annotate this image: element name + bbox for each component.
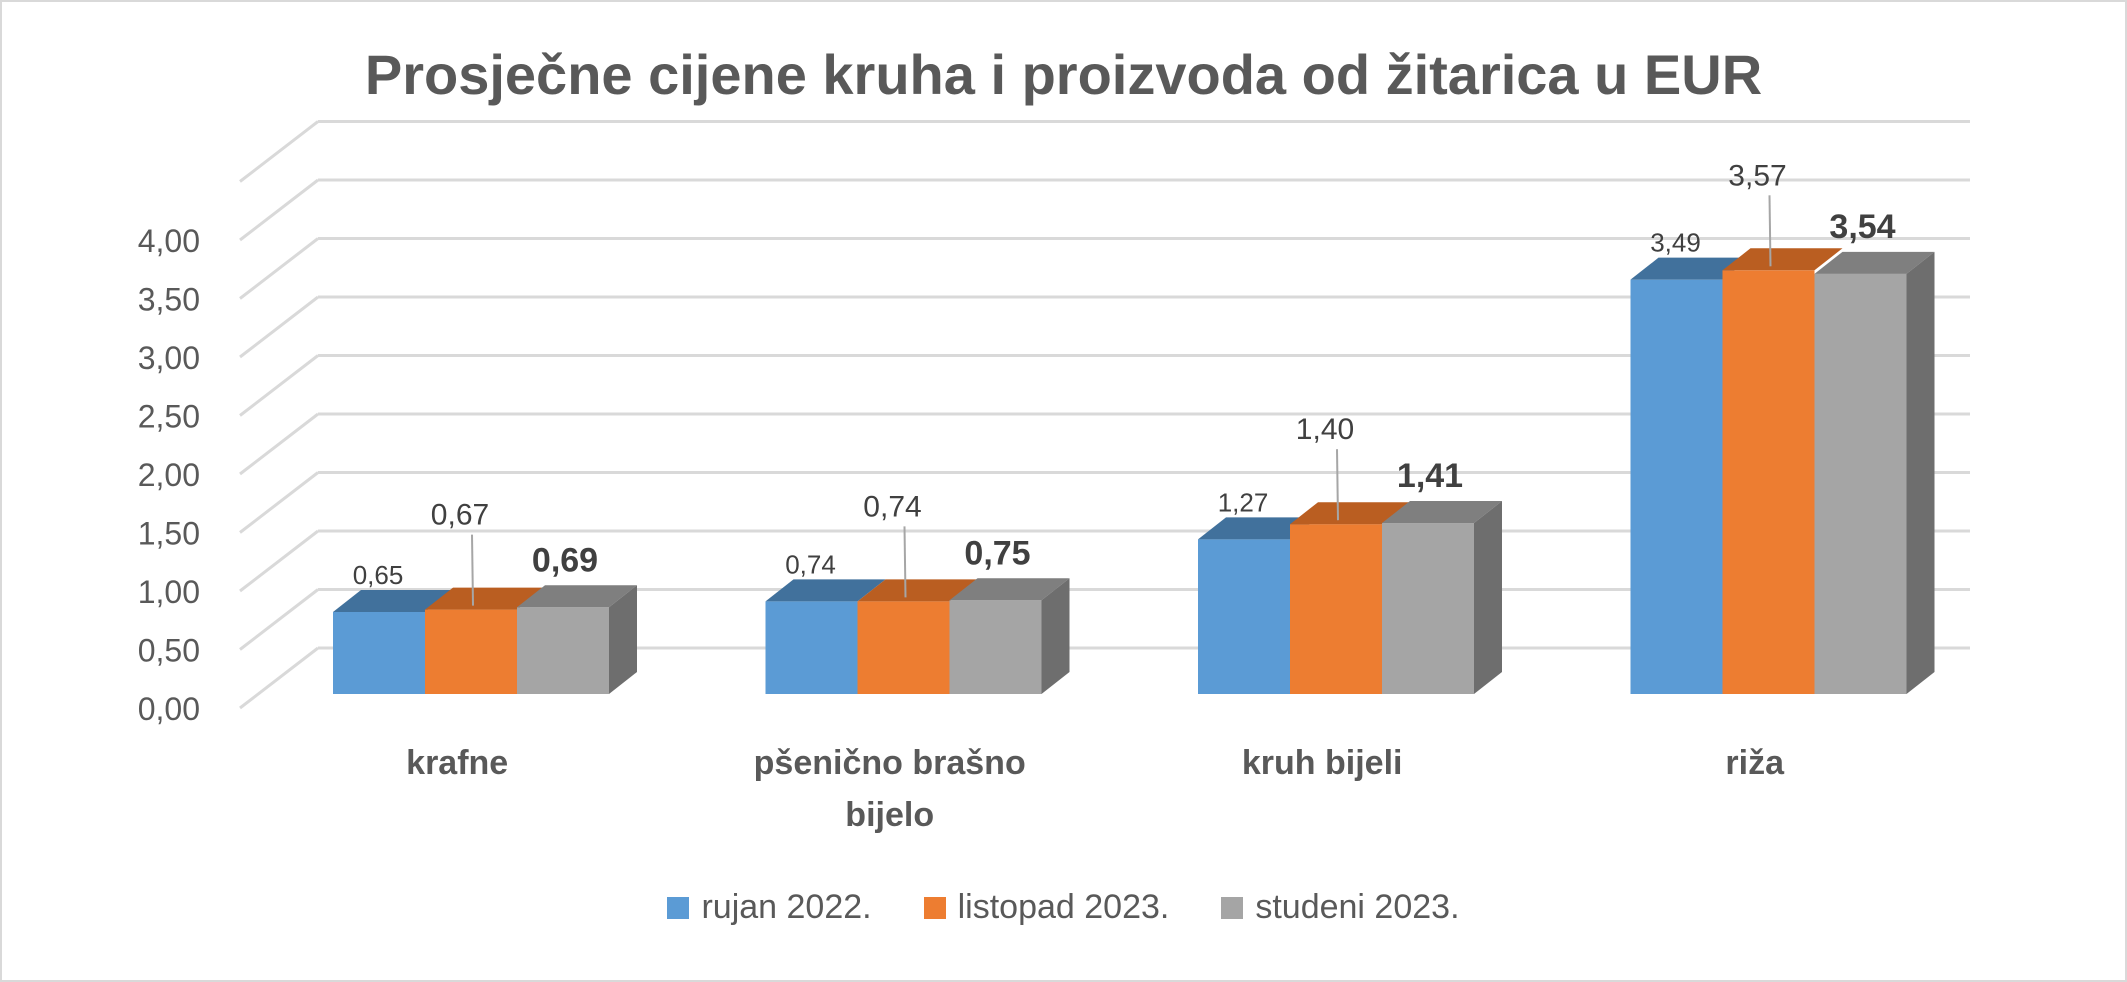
data-label: 0,69	[532, 541, 598, 579]
y-tick-label: 3,50	[138, 282, 200, 318]
bar-front	[517, 607, 609, 694]
y-tick-label: 0,50	[138, 633, 200, 669]
bar-front	[765, 601, 858, 694]
y-tick-label: 1,00	[138, 574, 200, 610]
legend-swatch	[1221, 896, 1244, 919]
bar-top	[1630, 257, 1751, 280]
bar-top	[1814, 251, 1935, 274]
leader-line	[1336, 449, 1339, 521]
legend: rujan 2022. listopad 2023. studeni 2023.	[0, 888, 2127, 927]
legend-label: rujan 2022.	[701, 888, 872, 926]
bar-top	[857, 579, 978, 602]
gridline-side	[239, 120, 319, 183]
data-label: 0,75	[964, 534, 1030, 572]
legend-item-studeni: studeni 2023.	[1221, 888, 1460, 927]
bar-front	[1814, 273, 1907, 694]
data-label: 3,57	[1728, 159, 1786, 192]
bar-front	[425, 609, 517, 694]
legend-item-listopad: listopad 2023.	[923, 888, 1170, 927]
category-label: kruh bijeli	[1242, 744, 1403, 782]
gridline-side	[239, 412, 319, 476]
gridline-side	[239, 178, 319, 242]
gridline-side	[239, 237, 319, 300]
y-tick-label: 4,00	[138, 223, 200, 259]
legend-label: listopad 2023.	[957, 888, 1170, 926]
gridline-side	[239, 529, 319, 593]
bar-top	[333, 589, 453, 612]
bar-top	[949, 578, 1070, 601]
legend-swatch	[923, 896, 946, 919]
gridline-side	[239, 471, 319, 534]
data-label: 1,40	[1296, 413, 1354, 446]
bar-front	[949, 600, 1042, 694]
bar-top	[1198, 517, 1318, 540]
bar-front	[1382, 523, 1474, 694]
data-label: 3,49	[1650, 228, 1701, 258]
gridline-side	[239, 646, 319, 710]
category-label: bijelo	[845, 796, 934, 834]
category-label: pšenično brašno	[754, 744, 1026, 782]
bar-front	[1290, 524, 1382, 694]
legend-label: studeni 2023.	[1255, 888, 1460, 926]
bar-front	[857, 601, 950, 694]
bar-side	[1474, 501, 1502, 694]
bar-side	[609, 585, 637, 694]
data-label: 1,41	[1397, 457, 1463, 495]
data-label: 3,54	[1829, 208, 1895, 246]
bar-top	[1722, 248, 1843, 271]
bar-front	[1722, 270, 1815, 694]
gridline-side	[239, 588, 319, 651]
gridline-side	[239, 295, 319, 359]
y-tick-label: 2,00	[138, 457, 200, 493]
bar-top	[1290, 502, 1410, 525]
legend-swatch	[667, 896, 690, 919]
bar-top	[765, 579, 886, 602]
leader-line	[471, 534, 474, 606]
y-tick-label: 0,00	[138, 691, 200, 727]
data-label: 0,65	[353, 560, 404, 590]
bar-top	[425, 587, 545, 610]
data-label: 0,74	[785, 549, 836, 579]
leader-line	[903, 526, 907, 598]
bar-top	[517, 585, 637, 608]
bar-top	[1382, 501, 1502, 524]
y-tick-label: 1,50	[138, 516, 200, 552]
bar-front	[333, 611, 425, 694]
data-label: 0,74	[863, 490, 921, 523]
gridline-side	[239, 354, 319, 417]
category-label: riža	[1725, 744, 1785, 782]
data-label: 0,67	[431, 499, 489, 532]
y-tick-label: 2,50	[138, 399, 200, 435]
legend-item-rujan: rujan 2022.	[667, 888, 872, 927]
y-tick-label: 3,00	[138, 340, 200, 376]
bar-front	[1198, 539, 1290, 694]
bar-front	[1630, 279, 1723, 694]
chart-title: Prosječne cijene kruha i proizvoda od ži…	[364, 43, 1763, 106]
category-label: krafne	[406, 744, 508, 782]
bar-side	[1906, 251, 1935, 694]
data-label: 1,27	[1218, 487, 1269, 517]
leader-line	[1768, 195, 1772, 267]
bar-side	[1041, 578, 1070, 694]
